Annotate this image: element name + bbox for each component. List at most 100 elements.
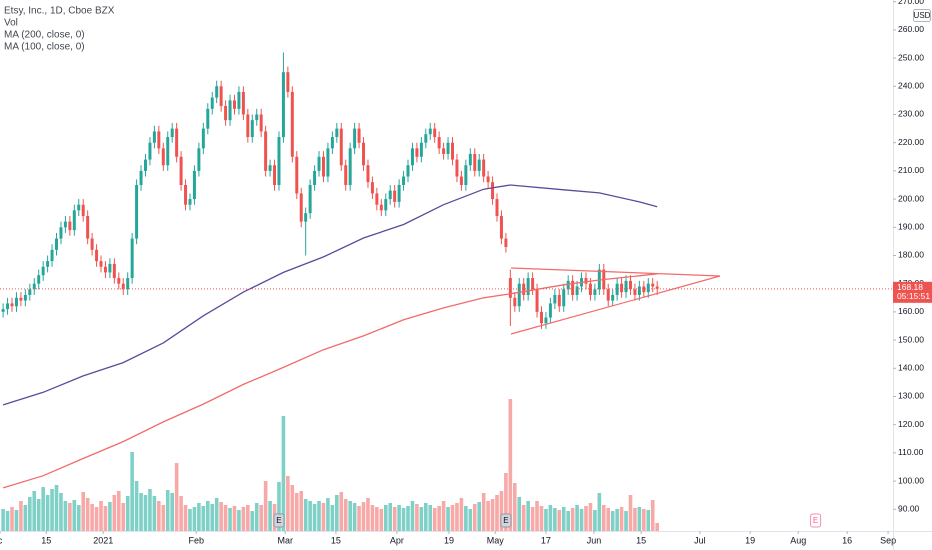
candle-body	[86, 216, 90, 239]
volume-bar	[410, 501, 415, 531]
candle-body	[117, 278, 121, 284]
volume-bar	[308, 501, 312, 531]
candle-body	[68, 221, 72, 231]
volume-bar	[343, 499, 348, 531]
volume-bar	[406, 506, 410, 531]
volume-bar	[432, 508, 437, 531]
volume-bar	[223, 505, 228, 531]
volume-bar	[401, 508, 406, 531]
candle-body	[566, 280, 570, 290]
volume-bar	[535, 501, 539, 531]
candle-body	[317, 156, 321, 171]
event-marker	[500, 513, 512, 528]
volume-bar	[424, 503, 428, 531]
x-tick-label: 15	[331, 535, 341, 545]
volume-bar	[642, 509, 646, 531]
candle-body	[130, 238, 134, 279]
candle-body	[179, 156, 183, 185]
y-tick-label: 260.00	[898, 24, 924, 34]
y-tick-label: 160.00	[898, 306, 924, 316]
volume-bar	[375, 507, 379, 531]
volume-bar	[263, 481, 268, 531]
volume-bar	[148, 489, 152, 531]
candle-body	[375, 193, 379, 205]
x-tick-label: Apr	[390, 535, 404, 545]
candle-body	[366, 165, 370, 183]
volume-bar	[28, 497, 32, 531]
volume-bar	[281, 416, 286, 531]
candle-body	[651, 283, 655, 287]
candle-body	[357, 128, 361, 143]
volume-bar	[383, 505, 388, 531]
volume-bar	[103, 506, 108, 531]
candle-body	[50, 249, 54, 262]
candle-body	[77, 204, 81, 211]
candle-body	[646, 283, 650, 293]
candle-body	[531, 278, 535, 290]
volume-bar	[455, 503, 459, 531]
candle-body	[6, 303, 10, 310]
x-tick-label: May	[487, 535, 505, 545]
volume-bar	[232, 506, 237, 531]
volume-bar	[312, 504, 317, 531]
candle-body	[286, 72, 290, 92]
volume-bar	[303, 499, 308, 531]
volume-bar	[201, 506, 206, 531]
candle-body	[246, 114, 250, 138]
x-tick-label: 19	[745, 535, 755, 545]
candle-body	[299, 193, 303, 222]
volume-bar	[116, 491, 121, 531]
candle-body	[410, 148, 414, 166]
candle-body	[593, 289, 597, 295]
event-marker	[810, 513, 822, 528]
candle-body	[175, 128, 179, 157]
volume-bar	[655, 523, 659, 531]
volume-bar	[526, 501, 530, 531]
candle-body	[224, 106, 228, 121]
volume-bar	[579, 509, 584, 531]
volume-bar	[5, 511, 10, 531]
volume-bar	[290, 485, 295, 531]
candle-body	[304, 213, 308, 222]
volume-bar	[36, 499, 41, 531]
candle-body	[277, 137, 281, 185]
candle-body	[633, 289, 637, 295]
candle-body	[397, 184, 401, 202]
candle-body	[473, 153, 477, 171]
volume-bar	[561, 507, 566, 531]
currency-box	[913, 9, 931, 22]
volume-bar	[606, 508, 611, 531]
candle-body	[192, 170, 196, 200]
candle-body	[348, 148, 352, 185]
volume-bar	[112, 495, 117, 531]
event-label: E	[276, 516, 281, 525]
candle-body	[504, 238, 508, 248]
event-label: E	[503, 516, 508, 525]
volume-bar	[299, 491, 304, 531]
volume-bar	[139, 493, 143, 531]
y-tick-label: 220.00	[898, 137, 924, 147]
candle-body	[237, 91, 241, 109]
candle-body	[259, 114, 263, 132]
candle-body	[611, 294, 615, 301]
volume-bar	[85, 498, 90, 531]
candle-body	[99, 261, 103, 267]
candle-body	[81, 204, 85, 217]
candle-body	[379, 204, 383, 211]
trend-line	[510, 275, 721, 335]
candle-body	[264, 131, 268, 171]
volume-bar	[495, 495, 499, 531]
candle-body	[268, 165, 272, 171]
volume-bar	[157, 501, 161, 531]
volume-bar	[504, 473, 508, 531]
candle-body	[477, 159, 481, 171]
volume-bar	[646, 510, 651, 531]
volume-bar	[553, 508, 557, 531]
chart-title: Etsy, Inc., 1D, Cboe BZX	[4, 6, 115, 17]
candle-body	[455, 159, 459, 177]
candle-body	[575, 286, 579, 295]
candle-body	[23, 294, 27, 301]
candle-body	[28, 289, 32, 295]
volume-bar	[472, 504, 477, 531]
